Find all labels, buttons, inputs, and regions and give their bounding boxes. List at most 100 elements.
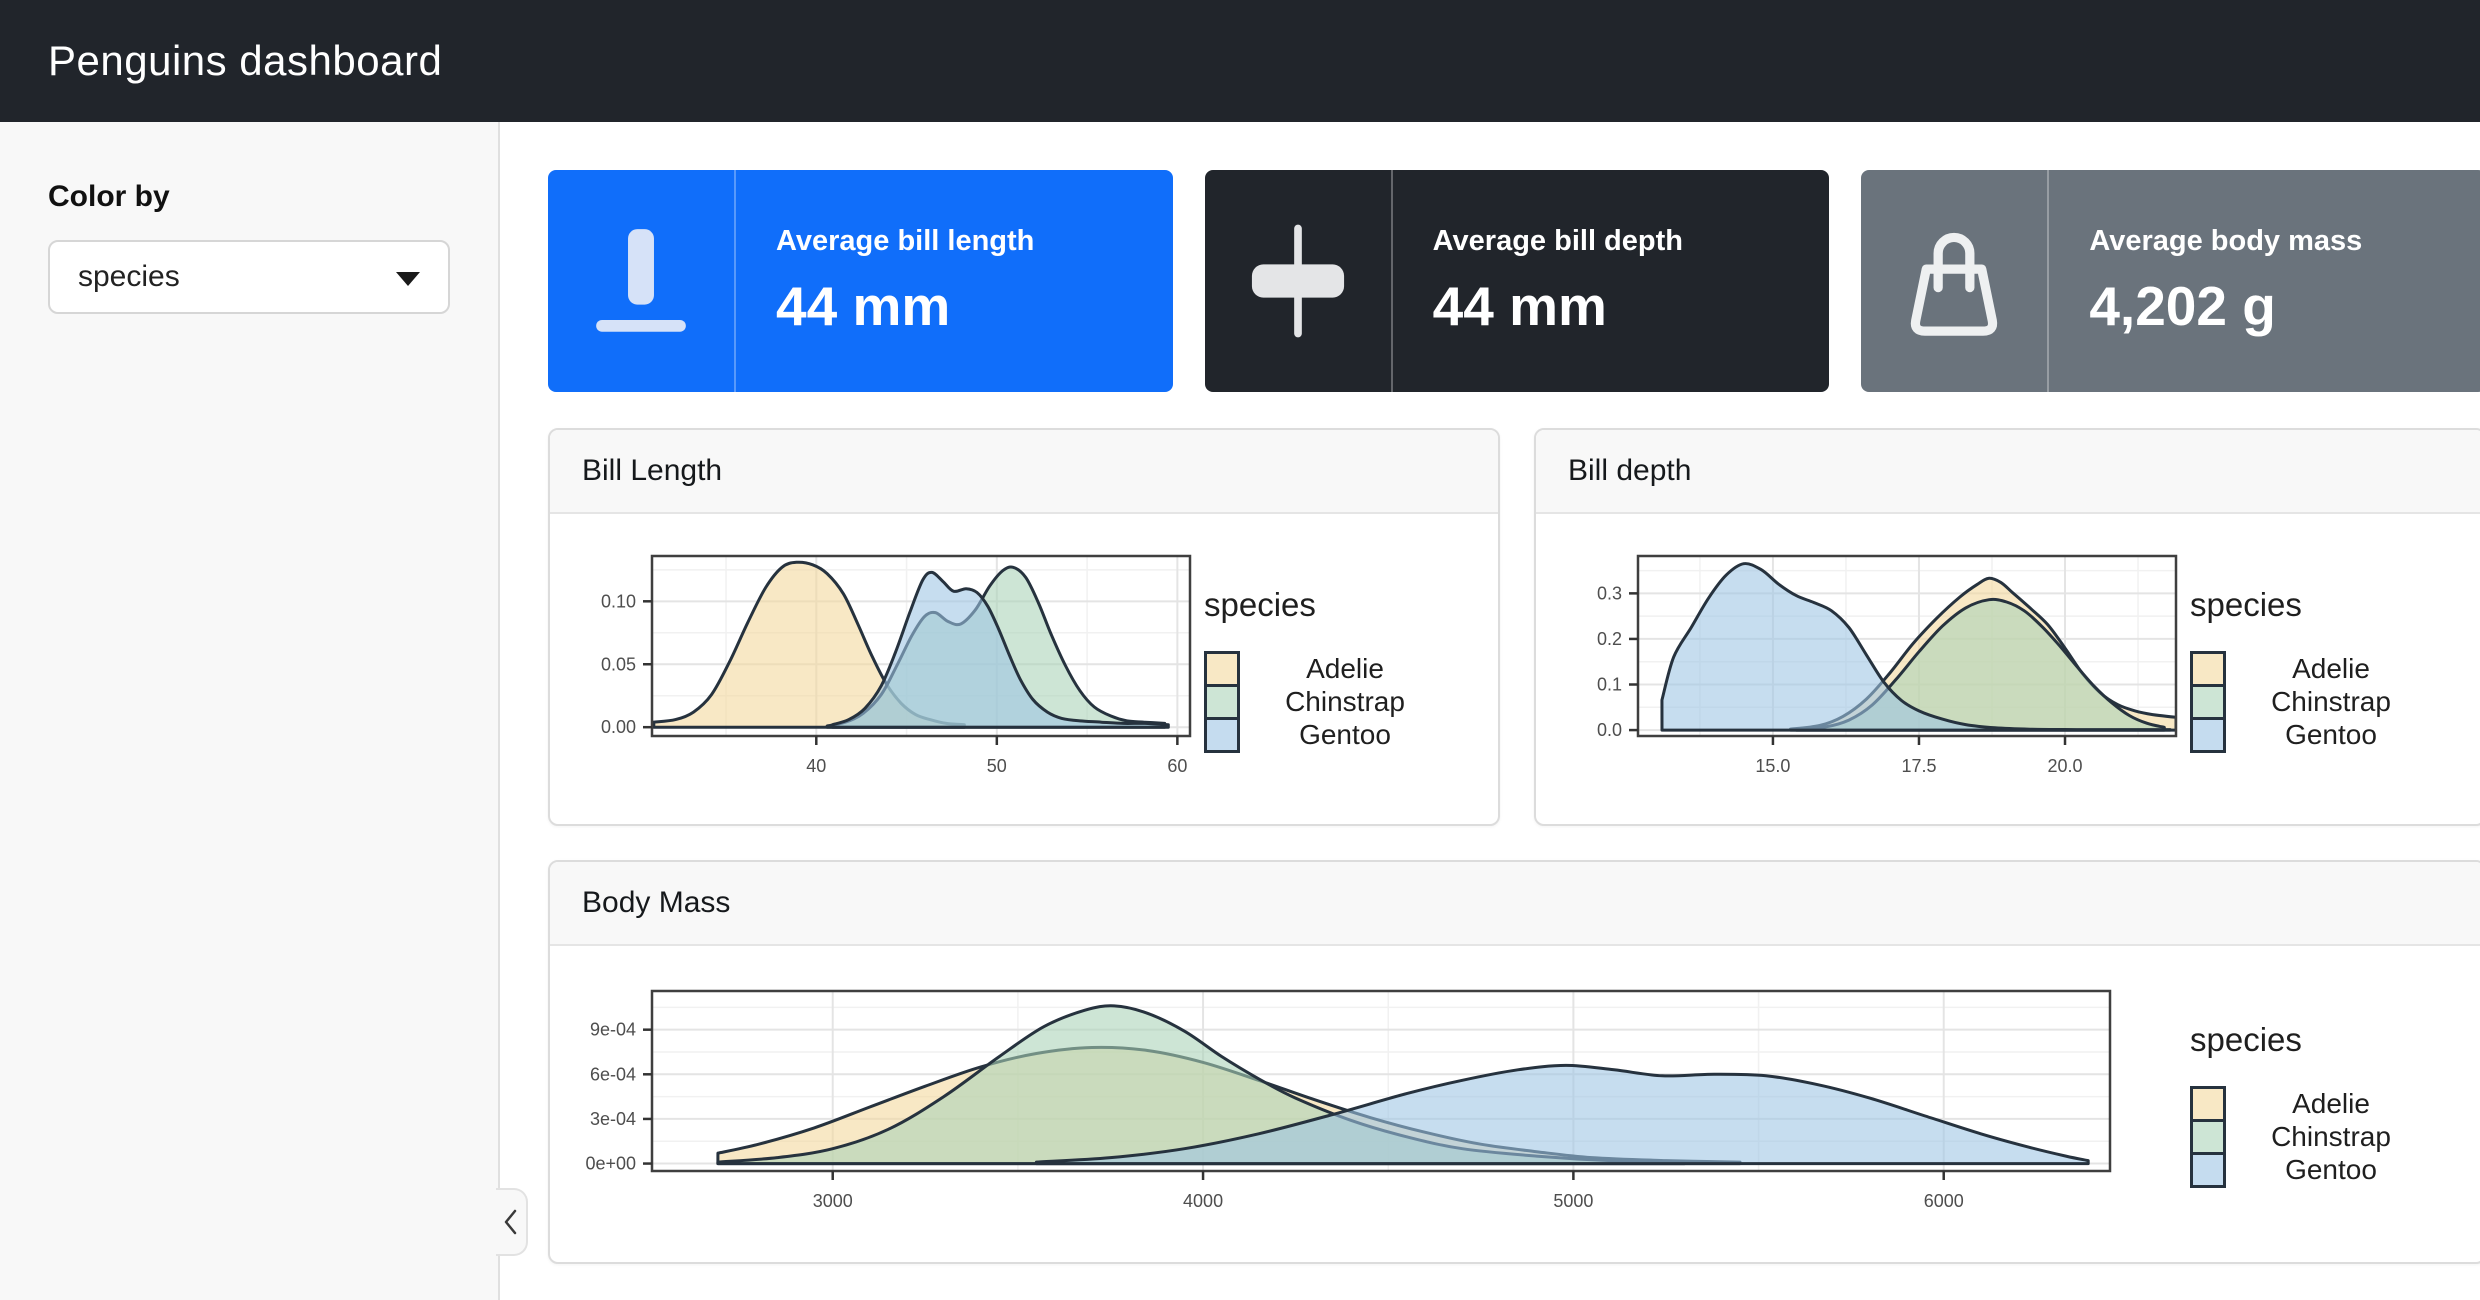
y-tick-label: 0.3 bbox=[1597, 583, 1622, 603]
card-body: 3000 4000 5000 6000 0e+00 3e-04 6e-04 9e-04 spe… bbox=[550, 946, 2480, 1262]
legend-label: Gentoo bbox=[2285, 718, 2377, 750]
legend-swatch bbox=[1204, 716, 1240, 753]
sidebar-collapse-toggle[interactable] bbox=[496, 1188, 528, 1256]
legend-item-adelie: Adelie bbox=[2190, 1085, 2436, 1122]
x-tick-label: 6000 bbox=[1924, 1191, 1964, 1211]
value-box-showcase bbox=[1861, 170, 2050, 392]
value-box-title: Average body mass bbox=[2089, 224, 2363, 257]
handbag-icon bbox=[1911, 232, 1998, 336]
y-tick-label: 9e-04 bbox=[590, 1019, 636, 1039]
bill-length-plot: 40 50 60 0.00 0.05 0.10 bbox=[601, 554, 1192, 776]
charts-row: Bill Length 40 50 60 0.00 0.05 0.10 species Ad… bbox=[548, 428, 2480, 826]
y-tick-label: 0.05 bbox=[601, 654, 636, 674]
value-box-body-mass: Average body mass 4,202 g bbox=[1861, 170, 2480, 392]
value-box-row: Average bill length 44 mm Average bill d… bbox=[548, 170, 2480, 392]
x-tick-label: 15.0 bbox=[1755, 756, 1790, 776]
legend-title: species bbox=[1204, 585, 1316, 623]
legend-item-chinstrap: Chinstrap bbox=[2190, 1118, 2436, 1155]
value-box-bill-depth: Average bill depth 44 mm bbox=[1204, 170, 1830, 392]
x-tick-label: 60 bbox=[1167, 756, 1187, 776]
card-title-bill-length: Bill Length bbox=[550, 430, 1498, 514]
x-tick-label: 5000 bbox=[1553, 1191, 1593, 1211]
legend-item-gentoo: Gentoo bbox=[1204, 716, 1450, 753]
bill-depth-chart: 15.0 17.5 20.0 0.0 0.1 0.2 0.3 bbox=[1550, 542, 2190, 797]
legend-item-adelie: Adelie bbox=[2190, 650, 2436, 687]
legend-label: Gentoo bbox=[1299, 718, 1391, 750]
y-tick-label: 0.2 bbox=[1597, 628, 1622, 648]
species-legend: species Adelie Chinstrap Gentoo bbox=[2190, 586, 2436, 753]
value-box-body: Average body mass 4,202 g bbox=[2049, 170, 2362, 392]
legend-swatch bbox=[1204, 650, 1240, 687]
value-box-body: Average bill length 44 mm bbox=[736, 170, 1034, 392]
legend-label: Adelie bbox=[1306, 652, 1384, 684]
bill-depth-plot: 15.0 17.5 20.0 0.0 0.1 0.2 0.3 bbox=[1597, 554, 2178, 776]
chevron-left-icon bbox=[504, 1209, 517, 1235]
bill-depth-density-gentoo bbox=[1660, 561, 2172, 732]
x-tick-label: 3000 bbox=[813, 1191, 853, 1211]
legend-title: species bbox=[2190, 1020, 2302, 1058]
main-content: Average bill length 44 mm Average bill d… bbox=[500, 122, 2480, 1300]
app-header: Penguins dashboard bbox=[0, 0, 2480, 122]
value-box-body: Average bill depth 44 mm bbox=[1393, 170, 1683, 392]
card-body-mass: Body Mass 3000 4000 5000 6000 0e+00 3e-04 6e-0… bbox=[548, 860, 2480, 1264]
legend-swatch bbox=[2190, 683, 2226, 720]
legend-title: species bbox=[2190, 585, 2302, 623]
layout: Color by species Average bill length bbox=[0, 122, 2480, 1300]
legend-item-gentoo: Gentoo bbox=[2190, 716, 2436, 753]
value-box-title: Average bill length bbox=[776, 224, 1035, 257]
y-tick-label: 0.00 bbox=[601, 717, 636, 737]
card-body: 15.0 17.5 20.0 0.0 0.1 0.2 0.3 species Adelie Ch… bbox=[1536, 514, 2480, 824]
color-by-select[interactable]: species bbox=[48, 240, 450, 314]
y-tick-label: 0e+00 bbox=[585, 1153, 636, 1173]
legend-label: Chinstrap bbox=[2271, 1120, 2391, 1152]
legend-label: Gentoo bbox=[2285, 1153, 2377, 1185]
species-legend: species Adelie Chinstrap Gentoo bbox=[2190, 1021, 2436, 1188]
legend-swatch bbox=[2190, 1085, 2226, 1122]
legend-swatch bbox=[2190, 1118, 2226, 1155]
y-tick-label: 0.1 bbox=[1597, 674, 1622, 694]
bill-length-density-gentoo bbox=[831, 570, 1170, 729]
legend-swatch bbox=[2190, 716, 2226, 753]
body-mass-chart: 3000 4000 5000 6000 0e+00 3e-04 6e-04 9e-04 bbox=[564, 977, 2124, 1232]
legend-label: Adelie bbox=[2292, 652, 2370, 684]
legend-item-chinstrap: Chinstrap bbox=[1204, 683, 1450, 720]
x-tick-label: 4000 bbox=[1183, 1191, 1223, 1211]
color-by-label: Color by bbox=[48, 180, 170, 213]
body-mass-plot: 3000 4000 5000 6000 0e+00 3e-04 6e-04 9e-04 bbox=[585, 989, 2112, 1211]
sidebar: Color by species bbox=[0, 122, 528, 1300]
card-bill-length: Bill Length 40 50 60 0.00 0.05 0.10 species Ad… bbox=[548, 428, 1500, 826]
value-box-value: 44 mm bbox=[1432, 274, 1607, 337]
color-by-select-value: species bbox=[78, 260, 180, 293]
y-tick-label: 6e-04 bbox=[590, 1064, 636, 1084]
y-tick-label: 0.10 bbox=[601, 591, 636, 611]
x-tick-label: 40 bbox=[806, 756, 826, 776]
legend-swatch bbox=[1204, 683, 1240, 720]
value-box-bill-length: Average bill length 44 mm bbox=[548, 170, 1173, 392]
legend-swatch bbox=[2190, 1151, 2226, 1188]
legend-item-adelie: Adelie bbox=[1204, 650, 1450, 687]
value-box-value: 4,202 g bbox=[2089, 274, 2276, 337]
y-tick-label: 0.0 bbox=[1597, 720, 1622, 740]
align-bottom-icon bbox=[596, 229, 686, 332]
value-box-value: 44 mm bbox=[776, 274, 951, 337]
chevron-down-icon bbox=[396, 272, 420, 286]
value-box-showcase bbox=[1205, 170, 1393, 392]
align-center-icon bbox=[1251, 224, 1344, 338]
card-body: 40 50 60 0.00 0.05 0.10 species Adelie Chinstra… bbox=[550, 514, 1498, 824]
legend-item-chinstrap: Chinstrap bbox=[2190, 683, 2436, 720]
card-title-bill-depth: Bill depth bbox=[1536, 430, 2480, 514]
card-bill-depth: Bill depth 15.0 17.5 20.0 0.0 0.1 0.2 0.3 spec… bbox=[1534, 428, 2480, 826]
legend-label: Chinstrap bbox=[2271, 685, 2391, 717]
card-title-body-mass: Body Mass bbox=[550, 862, 2480, 946]
y-tick-label: 3e-04 bbox=[590, 1108, 636, 1128]
legend-item-gentoo: Gentoo bbox=[2190, 1151, 2436, 1188]
app-title: Penguins dashboard bbox=[48, 37, 443, 84]
body-mass-density-gentoo bbox=[1034, 1063, 2090, 1165]
charts-row-wide: Body Mass 3000 4000 5000 6000 0e+00 3e-04 6e-0… bbox=[548, 860, 2480, 1264]
x-tick-label: 20.0 bbox=[2047, 756, 2082, 776]
species-legend: species Adelie Chinstrap Gentoo bbox=[1204, 586, 1450, 753]
x-tick-label: 17.5 bbox=[1901, 756, 1936, 776]
bill-length-chart: 40 50 60 0.00 0.05 0.10 bbox=[564, 542, 1204, 797]
x-tick-label: 50 bbox=[987, 756, 1007, 776]
legend-label: Adelie bbox=[2292, 1087, 2370, 1119]
